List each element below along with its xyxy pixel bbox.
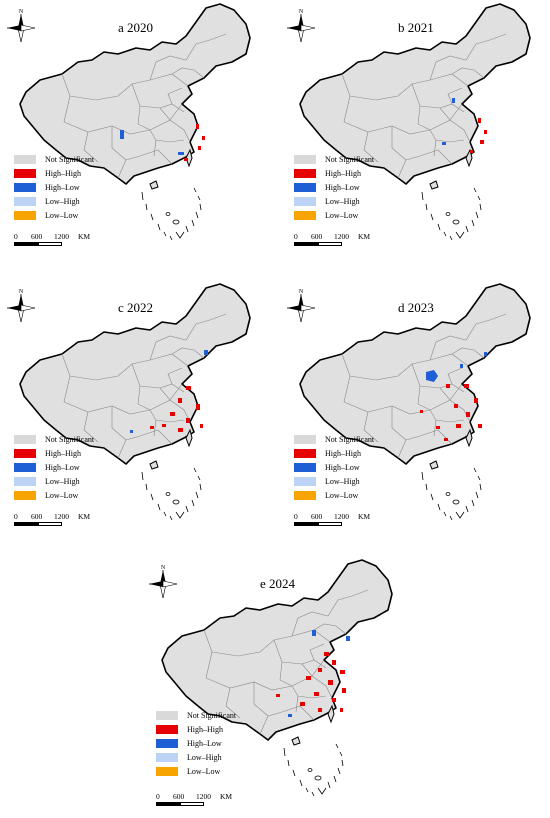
north-label: N <box>19 9 24 15</box>
scale-tick: 1200 <box>334 512 349 521</box>
legend-label: Low–High <box>45 476 80 486</box>
cluster-markers-2020 <box>120 124 205 161</box>
panel-title: e 2024 <box>260 576 296 591</box>
panel-title: a 2020 <box>118 20 154 35</box>
north-arrow-icon: N <box>286 9 316 43</box>
legend: Not Significant High–High High–Low Low–H… <box>294 152 374 222</box>
scale-unit: KM <box>358 232 371 241</box>
scale-tick: 600 <box>311 232 323 241</box>
legend-label: Low–High <box>187 752 222 762</box>
scale-unit: KM <box>78 232 91 241</box>
map-panel-2023: N d 2023 Not Significant High–High High–… <box>280 280 550 542</box>
legend-label: Not Significant <box>187 710 237 720</box>
scale-tick: 600 <box>31 512 43 521</box>
legend-label: High–High <box>325 168 361 178</box>
scale-bar: 0 600 1200 KM <box>156 792 266 812</box>
scale-unit: KM <box>220 792 233 801</box>
scale-bar: 0 600 1200 KM <box>294 512 404 532</box>
legend-label: High–High <box>45 448 81 458</box>
legend-label: High–High <box>187 724 223 734</box>
north-label: N <box>299 289 304 295</box>
scale-bar: 0 600 1200 KM <box>294 232 404 252</box>
scale-tick: 1200 <box>196 792 211 801</box>
legend-label: High–Low <box>325 182 360 192</box>
scale-bar: 0 600 1200 KM <box>14 232 124 252</box>
scale-unit: KM <box>78 512 91 521</box>
legend-label: Low–Low <box>325 210 359 220</box>
legend-label: Not Significant <box>45 434 95 444</box>
scale-unit: KM <box>358 512 371 521</box>
scale-tick: 600 <box>311 512 323 521</box>
legend-label: High–Low <box>45 182 80 192</box>
scale-tick: 0 <box>14 512 18 521</box>
china-map-2020 <box>19 3 251 241</box>
legend-label: Low–High <box>325 476 360 486</box>
china-map-2022 <box>19 283 251 521</box>
scale-tick: 0 <box>294 232 298 241</box>
scale-tick: 600 <box>173 792 185 801</box>
scale-tick: 1200 <box>54 512 69 521</box>
legend-label: Low–High <box>45 196 80 206</box>
panel-title: c 2022 <box>118 300 154 315</box>
scale-tick: 1200 <box>54 232 69 241</box>
legend-label: High–Low <box>187 738 222 748</box>
legend-label: High–High <box>45 168 81 178</box>
north-arrow-icon: N <box>148 565 178 599</box>
legend-label: Not Significant <box>325 434 375 444</box>
scale-tick: 0 <box>14 232 18 241</box>
panel-title: d 2023 <box>398 300 434 315</box>
north-arrow-icon: N <box>286 289 316 323</box>
cluster-markers-2024 <box>276 630 350 717</box>
legend-label: Low–Low <box>325 490 359 500</box>
legend-label: Not Significant <box>45 154 95 164</box>
legend: Not Significant High–High High–Low Low–H… <box>294 432 374 502</box>
legend-label: High–High <box>325 448 361 458</box>
legend: Not Significant High–High High–Low Low–H… <box>14 152 94 222</box>
legend-label: Low–Low <box>45 490 79 500</box>
map-panel-2020: N a 2020 Not Significant High–High High–… <box>0 0 270 262</box>
legend-label: Low–Low <box>187 766 221 776</box>
legend: Not Significant High–High High–Low Low–H… <box>14 432 94 502</box>
north-arrow-icon: N <box>6 9 36 43</box>
china-map-2021 <box>299 3 531 241</box>
map-panel-2021: N b 2021 Not Significant High–High High–… <box>280 0 550 262</box>
panel-title: b 2021 <box>398 20 434 35</box>
cluster-markers-2021 <box>442 98 487 153</box>
legend-label: High–Low <box>45 462 80 472</box>
cluster-markers-2022 <box>130 350 208 433</box>
north-arrow-icon: N <box>6 289 36 323</box>
scale-tick: 600 <box>31 232 43 241</box>
north-label: N <box>19 289 24 295</box>
china-map-2023 <box>299 283 531 521</box>
north-label: N <box>299 9 304 15</box>
scale-tick: 0 <box>156 792 160 801</box>
north-label: N <box>161 565 166 571</box>
legend-label: High–Low <box>325 462 360 472</box>
legend-label: Low–High <box>325 196 360 206</box>
scale-tick: 0 <box>294 512 298 521</box>
scale-tick: 1200 <box>334 232 349 241</box>
map-panel-2024: N e 2024 Not Significant High–High High–… <box>142 556 412 818</box>
cluster-markers-2023 <box>420 352 487 441</box>
scale-bar: 0 600 1200 KM <box>14 512 124 532</box>
legend-label: Not Significant <box>325 154 375 164</box>
china-map-2024 <box>161 559 393 797</box>
map-panel-2022: N c 2022 Not Significant High–High High–… <box>0 280 270 542</box>
legend-label: Low–Low <box>45 210 79 220</box>
legend: Not Significant High–High High–Low Low–H… <box>156 708 236 778</box>
